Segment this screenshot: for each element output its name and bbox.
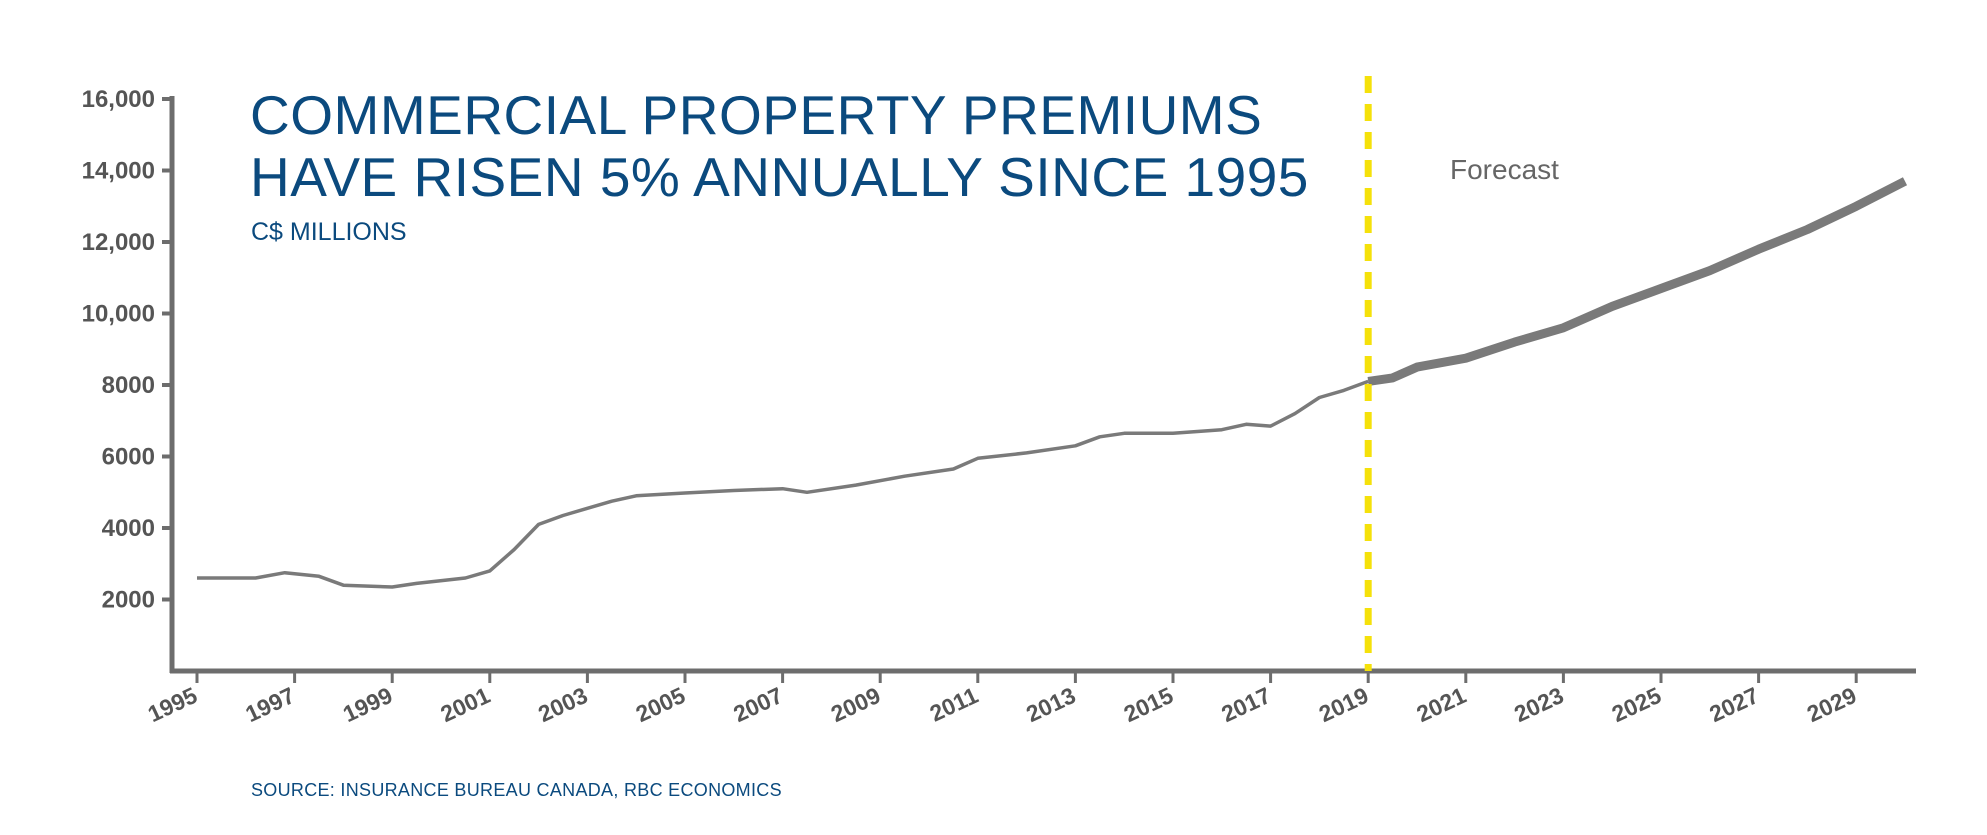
x-tick-label: 2011 [926,682,982,727]
forecast-annotation: Forecast [1450,154,1559,185]
y-tick-label: 12,000 [82,229,155,256]
y-tick-label: 6000 [102,444,155,471]
x-tick-label: 2005 [632,682,690,727]
x-tick-label: 2007 [729,682,786,727]
y-tick-label: 4000 [102,515,155,542]
source-note: SOURCE: INSURANCE BUREAU CANADA, RBC ECO… [251,780,782,800]
x-tick-label: 1999 [339,682,396,727]
x-tick-label: 1997 [241,682,298,727]
x-tick-label: 2027 [1705,682,1762,727]
x-tick-label: 2003 [534,682,591,727]
y-tick-label: 16,000 [82,86,155,113]
chart-subtitle: C$ MILLIONS [251,218,407,246]
y-tick-label: 2000 [102,587,155,614]
historical-series-line [197,379,1369,589]
x-tick-label: 2025 [1608,682,1666,727]
x-tick-label: 2001 [437,682,495,727]
x-tick-label: 2009 [827,682,884,727]
x-tick-label: 2029 [1803,682,1860,727]
x-tick-label: 1995 [144,682,202,727]
y-tick-label: 8000 [102,372,155,399]
x-tick-label: 2021 [1413,682,1471,727]
chart-title: COMMERCIAL PROPERTY PREMIUMS HAVE RISEN … [250,84,1309,208]
x-tick-label: 2017 [1217,682,1274,727]
title-line-1: COMMERCIAL PROPERTY PREMIUMS [250,84,1263,146]
x-tick-label: 2015 [1120,682,1178,727]
x-tick-label: 2023 [1510,682,1567,727]
y-tick-label: 10,000 [82,301,155,328]
forecast-series-line [1367,177,1908,386]
x-tick-label: 2019 [1315,682,1372,727]
y-tick-label: 14,000 [82,158,155,185]
x-tick-label: 2013 [1022,682,1079,727]
title-line-2: HAVE RISEN 5% ANNUALLY SINCE 1995 [250,146,1309,208]
